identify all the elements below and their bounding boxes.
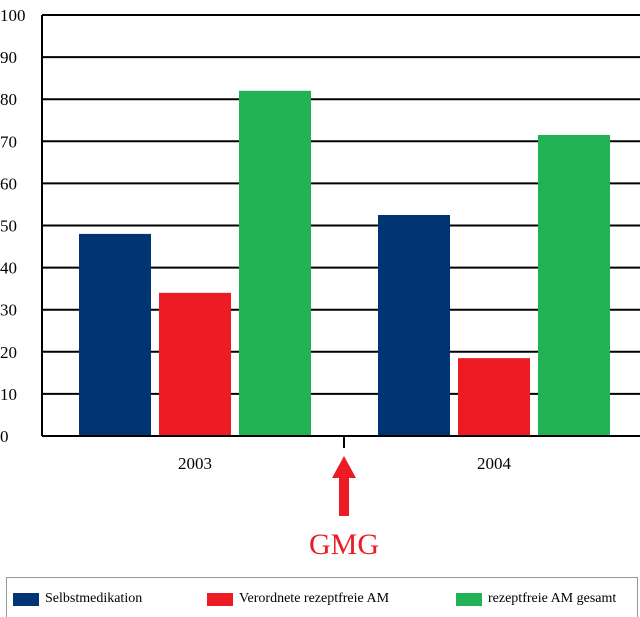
y-tick-label: 100 xyxy=(0,6,26,25)
bar xyxy=(538,134,610,437)
y-tick-label: 80 xyxy=(0,90,17,109)
gmg-label: GMG xyxy=(309,528,379,561)
legend-swatch xyxy=(13,592,39,606)
legend-item: rezeptfreie AM gesamt xyxy=(456,591,616,607)
arrow-up-icon xyxy=(332,456,356,516)
legend-label: rezeptfreie AM gesamt xyxy=(488,591,617,606)
y-tick-label: 90 xyxy=(0,48,17,67)
y-tick-label: 40 xyxy=(0,259,17,278)
legend-swatch xyxy=(207,592,233,606)
x-tick-label: 2003 xyxy=(178,454,212,473)
legend-label: Verordnete rezeptfreie AM xyxy=(239,591,390,606)
y-tick-label: 30 xyxy=(0,301,17,320)
gmg-annotation: GMG xyxy=(309,456,379,561)
y-tick-label: 10 xyxy=(0,385,17,404)
x-tick-label: 2004 xyxy=(477,454,512,473)
legend-item: Selbstmedikation xyxy=(13,591,142,607)
y-tick-label: 0 xyxy=(0,427,9,446)
bar xyxy=(378,214,450,436)
x-axis-labels: 2003 2004 xyxy=(178,454,512,473)
bar xyxy=(239,90,311,436)
y-tick-label: 50 xyxy=(0,217,17,236)
bars xyxy=(79,90,610,437)
y-tick-label: 20 xyxy=(0,343,17,362)
y-tick-label: 70 xyxy=(0,132,17,151)
legend-label: Selbstmedikation xyxy=(45,591,143,606)
legend: Selbstmedikation Verordnete rezeptfreie A… xyxy=(6,577,638,617)
bar xyxy=(159,292,231,436)
y-axis-ticks: 0 10 20 30 40 50 60 70 80 90 100 xyxy=(0,6,26,446)
bar xyxy=(458,358,530,436)
bar-chart: 0 10 20 30 40 50 60 70 80 90 100 2003 2004 GMG xyxy=(0,6,640,561)
y-tick-label: 60 xyxy=(0,174,17,193)
legend-item: Verordnete rezeptfreie AM xyxy=(207,591,389,607)
bar xyxy=(79,233,151,436)
legend-swatch xyxy=(456,592,482,606)
